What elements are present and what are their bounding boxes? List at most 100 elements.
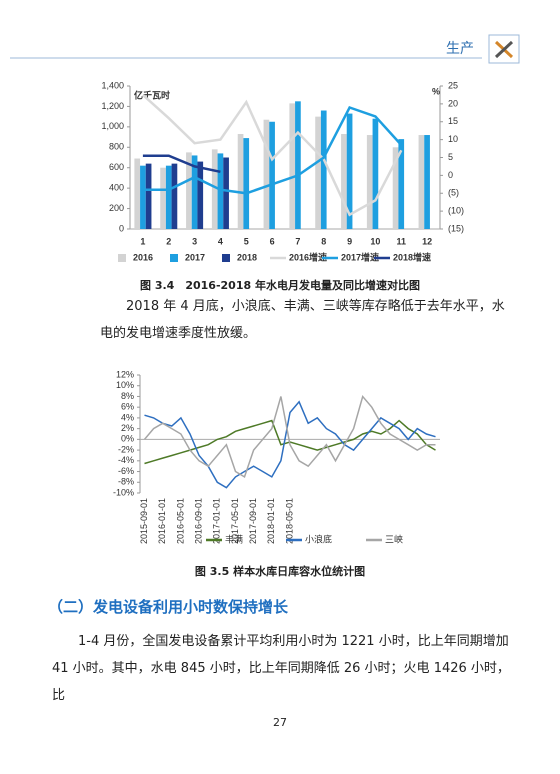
bar	[217, 153, 224, 229]
y-tick-label: 1,000	[101, 121, 124, 131]
line	[142, 154, 221, 174]
legend-swatch	[118, 254, 126, 262]
x-tick-label: 8	[321, 236, 326, 246]
bar	[366, 135, 373, 229]
caption: 图 3.5 样本水库日库容水位统计图	[194, 565, 366, 578]
line	[142, 105, 403, 195]
paragraph: 1-4 月份，全国发电设备累计平均利用小时为 1221 小时，比上年同期增加 4…	[52, 634, 510, 703]
bar	[392, 147, 399, 229]
y-tick-label: 4%	[121, 412, 134, 422]
x-tick-label: 2016-09-01	[193, 498, 203, 544]
x-tick-label: 1	[140, 236, 145, 246]
bar	[243, 138, 250, 229]
y-tick-label: -4%	[118, 455, 134, 465]
y-tick-label: 200	[109, 203, 124, 213]
y-tick-label: 10%	[116, 380, 134, 390]
legend-swatch	[170, 254, 178, 262]
bar	[171, 163, 178, 229]
bar	[197, 161, 204, 229]
legend-label: 2018增速	[393, 251, 431, 262]
bar	[160, 167, 166, 229]
x-tick-label: 7	[295, 236, 300, 246]
line	[142, 93, 403, 217]
caption: 图 3.4 2016-2018 年水电月发电量及同比增速对比图	[140, 279, 420, 292]
y-tick-label: 400	[109, 183, 124, 193]
x-tick-label: 5	[244, 236, 249, 246]
x-tick-label: 2	[166, 236, 171, 246]
chart: -10%-8%-6%-4%-2%0%2%4%6%8%10%12% 2015-09-…	[113, 369, 440, 544]
bar	[372, 118, 379, 229]
y2-tick-label: 15	[448, 116, 458, 126]
y-tick-label: 8%	[121, 391, 134, 401]
y-tick-label: 12%	[116, 369, 134, 379]
section-heading: （二）发电设备利用小时数保持增长	[48, 598, 289, 616]
bar	[341, 134, 347, 229]
y-tick-label: -2%	[118, 444, 134, 454]
bar	[186, 152, 192, 229]
y-tick-label: 0	[119, 223, 124, 233]
bar	[320, 110, 327, 229]
bar	[315, 116, 321, 229]
x-tick-label: 2017-01-01	[212, 498, 222, 544]
x-tick-label: 11	[396, 236, 406, 246]
bar	[398, 139, 405, 229]
legend-label: 丰满	[225, 533, 243, 544]
x-tick-label: 2015-09-01	[139, 498, 149, 544]
line	[143, 394, 436, 479]
y2-tick-label: 10	[448, 134, 458, 144]
y2-tick-label: 20	[448, 98, 458, 108]
x-tick-label: 2017-09-01	[248, 498, 258, 544]
x-tick-label: 6	[270, 236, 275, 246]
bar	[269, 121, 275, 229]
y-tick-label: 2%	[121, 423, 134, 433]
icon-tool	[494, 40, 514, 59]
x-tick-label: 2016-05-01	[175, 498, 185, 544]
x-tick-label: 12	[422, 236, 432, 246]
legend-label: 三峡	[385, 533, 403, 544]
legend-label: 2017增速	[341, 251, 379, 262]
bar	[418, 135, 425, 229]
legend-label: 2016	[133, 252, 153, 262]
bar	[223, 157, 229, 229]
y-tick-label: -10%	[113, 487, 134, 497]
x-tick-label: 2017-05-01	[230, 498, 240, 544]
y2-tick-label: 25	[448, 80, 458, 90]
legend-label: 小浪底	[305, 533, 332, 544]
y2-tick-label: (5)	[448, 188, 459, 198]
bar	[346, 113, 353, 229]
y2-tick-label: 5	[448, 152, 453, 162]
y-tick-label: 800	[109, 142, 124, 152]
legend-label: 2016增速	[289, 251, 327, 262]
bar	[211, 149, 218, 229]
legend-label: 2017	[185, 252, 205, 262]
bar	[191, 155, 198, 229]
y-tick-label: 1,200	[101, 101, 124, 111]
y-axis-label: 亿千瓦时	[134, 89, 170, 100]
x-tick-label: 10	[370, 236, 380, 246]
bar	[424, 135, 430, 229]
legend-label: 2018	[237, 252, 257, 262]
y2-axis-label: %	[432, 86, 440, 96]
chart: 0 200 400 600 800 1,000 1,200 1,400 (15) (10) (5) 0…	[101, 80, 464, 262]
bar	[145, 163, 152, 229]
header-bar	[10, 34, 520, 64]
bar	[134, 158, 141, 229]
legend-swatch	[222, 254, 230, 262]
bar	[237, 134, 244, 229]
page-number: 27	[273, 716, 287, 729]
bar	[140, 165, 146, 229]
x-tick-label: 4	[218, 236, 223, 246]
bar	[263, 119, 270, 229]
bar	[165, 165, 172, 229]
bar	[289, 103, 296, 229]
x-tick-label: 2016-01-01	[157, 498, 167, 544]
bar	[295, 101, 301, 229]
line	[144, 400, 436, 489]
y-tick-label: -8%	[118, 477, 134, 487]
y-tick-label: 1,400	[101, 80, 124, 90]
x-tick-label: 3	[192, 236, 197, 246]
y-tick-label: 6%	[121, 402, 134, 412]
y-tick-label: -6%	[118, 466, 134, 476]
paragraph: 2018 年 4 月底，小浪底、丰满、三峡等库存略低于去年水平，水电的发电增速季…	[100, 299, 505, 341]
